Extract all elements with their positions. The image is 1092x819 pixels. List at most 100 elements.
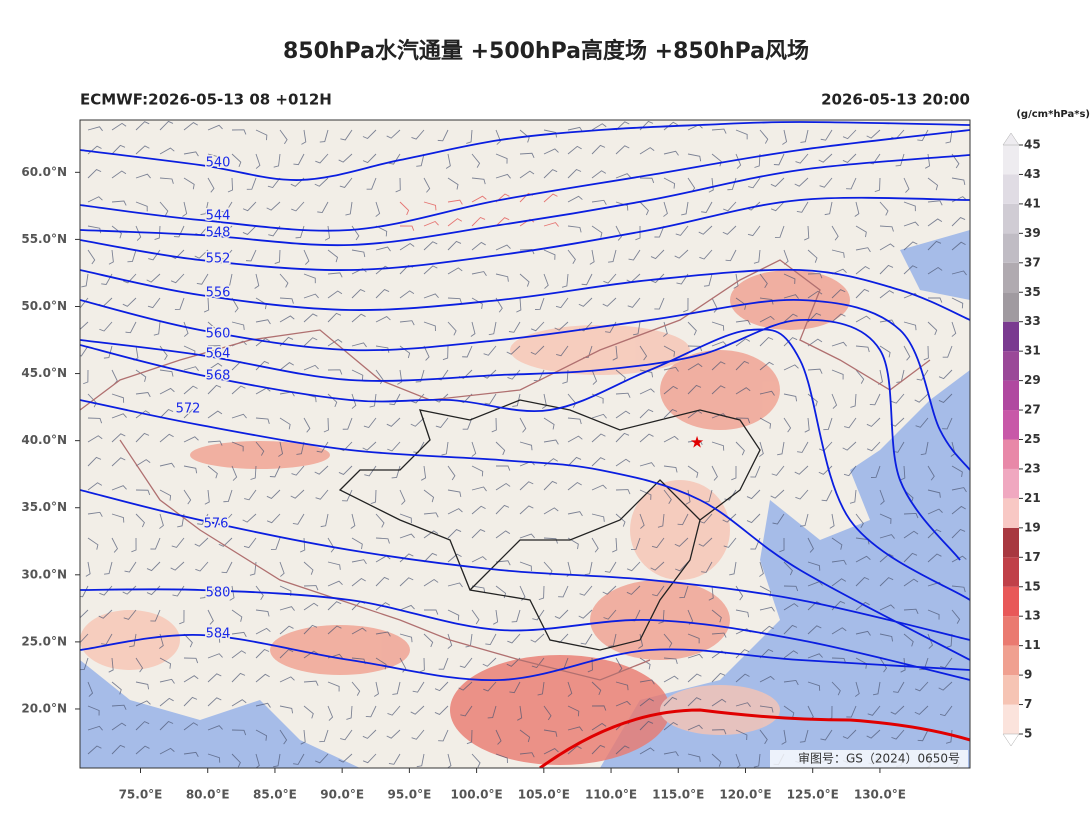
wind-barb (567, 249, 576, 264)
wind-barb (663, 408, 678, 419)
wind-barb (111, 170, 127, 179)
wind-barb (663, 657, 678, 665)
wind-barb (392, 681, 401, 695)
wind-barb (675, 561, 689, 572)
wind-barb (362, 441, 377, 451)
wind-barb (351, 342, 367, 348)
wind-barb (87, 249, 96, 265)
wind-barb (781, 729, 787, 745)
wind-barb (663, 345, 676, 357)
wind-barb (626, 561, 641, 572)
wind-barb (866, 441, 881, 452)
wind-barb (150, 537, 161, 550)
wind-barb (687, 697, 702, 707)
wind-barb (603, 609, 617, 620)
wind-barb (338, 465, 353, 475)
wind-barb (807, 273, 823, 279)
wind-barb (103, 345, 113, 359)
wind-barb (80, 321, 89, 330)
wind-barb (300, 729, 306, 745)
wind-barb (111, 457, 126, 467)
wind-barb (615, 145, 630, 155)
wind-barb (783, 364, 799, 371)
wind-barb (399, 243, 415, 251)
wind-barb (674, 537, 689, 547)
x-tick-label: 115.0°E (652, 788, 704, 802)
wind-barb (543, 249, 556, 260)
wind-barb (495, 482, 511, 491)
wind-barb (87, 511, 103, 517)
wind-barb (729, 561, 737, 576)
colorbar-label: 21 (1024, 491, 1041, 505)
wind-barb (495, 585, 507, 599)
wind-barb (447, 240, 462, 251)
wind-barb (375, 602, 390, 611)
wind-barb (903, 633, 914, 647)
wind-barb (135, 459, 151, 467)
wind-barb (615, 121, 630, 131)
wind-barb (255, 319, 271, 325)
wind-barb (879, 633, 893, 642)
wind-barb (794, 177, 809, 187)
wind-barb (399, 290, 415, 299)
wind-barb (735, 129, 748, 140)
wind-barb (471, 241, 486, 251)
wind-barb (423, 201, 437, 211)
wind-barb (519, 129, 530, 143)
wind-barb (488, 321, 497, 336)
wind-barb (303, 650, 319, 659)
wind-barb (399, 225, 415, 231)
wind-barb (608, 249, 617, 263)
wind-barb (462, 417, 473, 430)
wind-barb (135, 121, 150, 131)
wind-barb (207, 653, 223, 659)
wind-barb (466, 729, 473, 745)
wind-barb (135, 700, 151, 707)
wind-barb (804, 225, 810, 241)
wind-barb (651, 537, 665, 549)
wind-barb (159, 697, 174, 707)
x-tick-label: 125.0°E (787, 788, 839, 802)
wind-barb (711, 465, 718, 481)
wind-barb (927, 177, 939, 191)
wind-barb (266, 201, 281, 211)
colorbar-label: 11 (1024, 638, 1041, 652)
wind-barb (562, 369, 569, 384)
wind-barb (799, 729, 809, 743)
wind-barb (567, 225, 582, 233)
wind-barb (495, 729, 502, 745)
wind-barb (122, 297, 137, 307)
contour-label: 576 (204, 517, 229, 532)
wind-barb (471, 297, 483, 310)
wind-barb (279, 362, 294, 371)
wind-barb (108, 657, 114, 673)
wind-barb (831, 578, 847, 587)
wind-barb (342, 489, 353, 502)
wind-barb (111, 433, 126, 443)
wind-barb (633, 321, 641, 336)
wind-barb (927, 609, 940, 620)
wind-barb (327, 561, 341, 570)
wind-barb (927, 553, 942, 563)
wind-barb (584, 561, 593, 576)
wind-barb (273, 753, 281, 768)
height-contour (80, 489, 970, 641)
wind-barb (111, 744, 126, 755)
wind-barb (711, 153, 722, 167)
wind-barb (639, 345, 648, 361)
wind-barb (879, 264, 894, 275)
height-contour (80, 268, 970, 321)
wind-barb (327, 272, 343, 278)
wind-barb (711, 698, 727, 707)
wind-barb (639, 177, 655, 184)
wind-barb (493, 609, 499, 625)
wind-barb (849, 489, 857, 504)
wind-barb (111, 122, 127, 131)
wind-barb (687, 465, 699, 478)
colorbar-box (1003, 557, 1019, 587)
wind-barb (135, 489, 151, 496)
wind-barb (759, 606, 775, 612)
wind-barb (800, 129, 809, 143)
wind-barb (219, 249, 233, 260)
wind-barb (589, 249, 595, 265)
